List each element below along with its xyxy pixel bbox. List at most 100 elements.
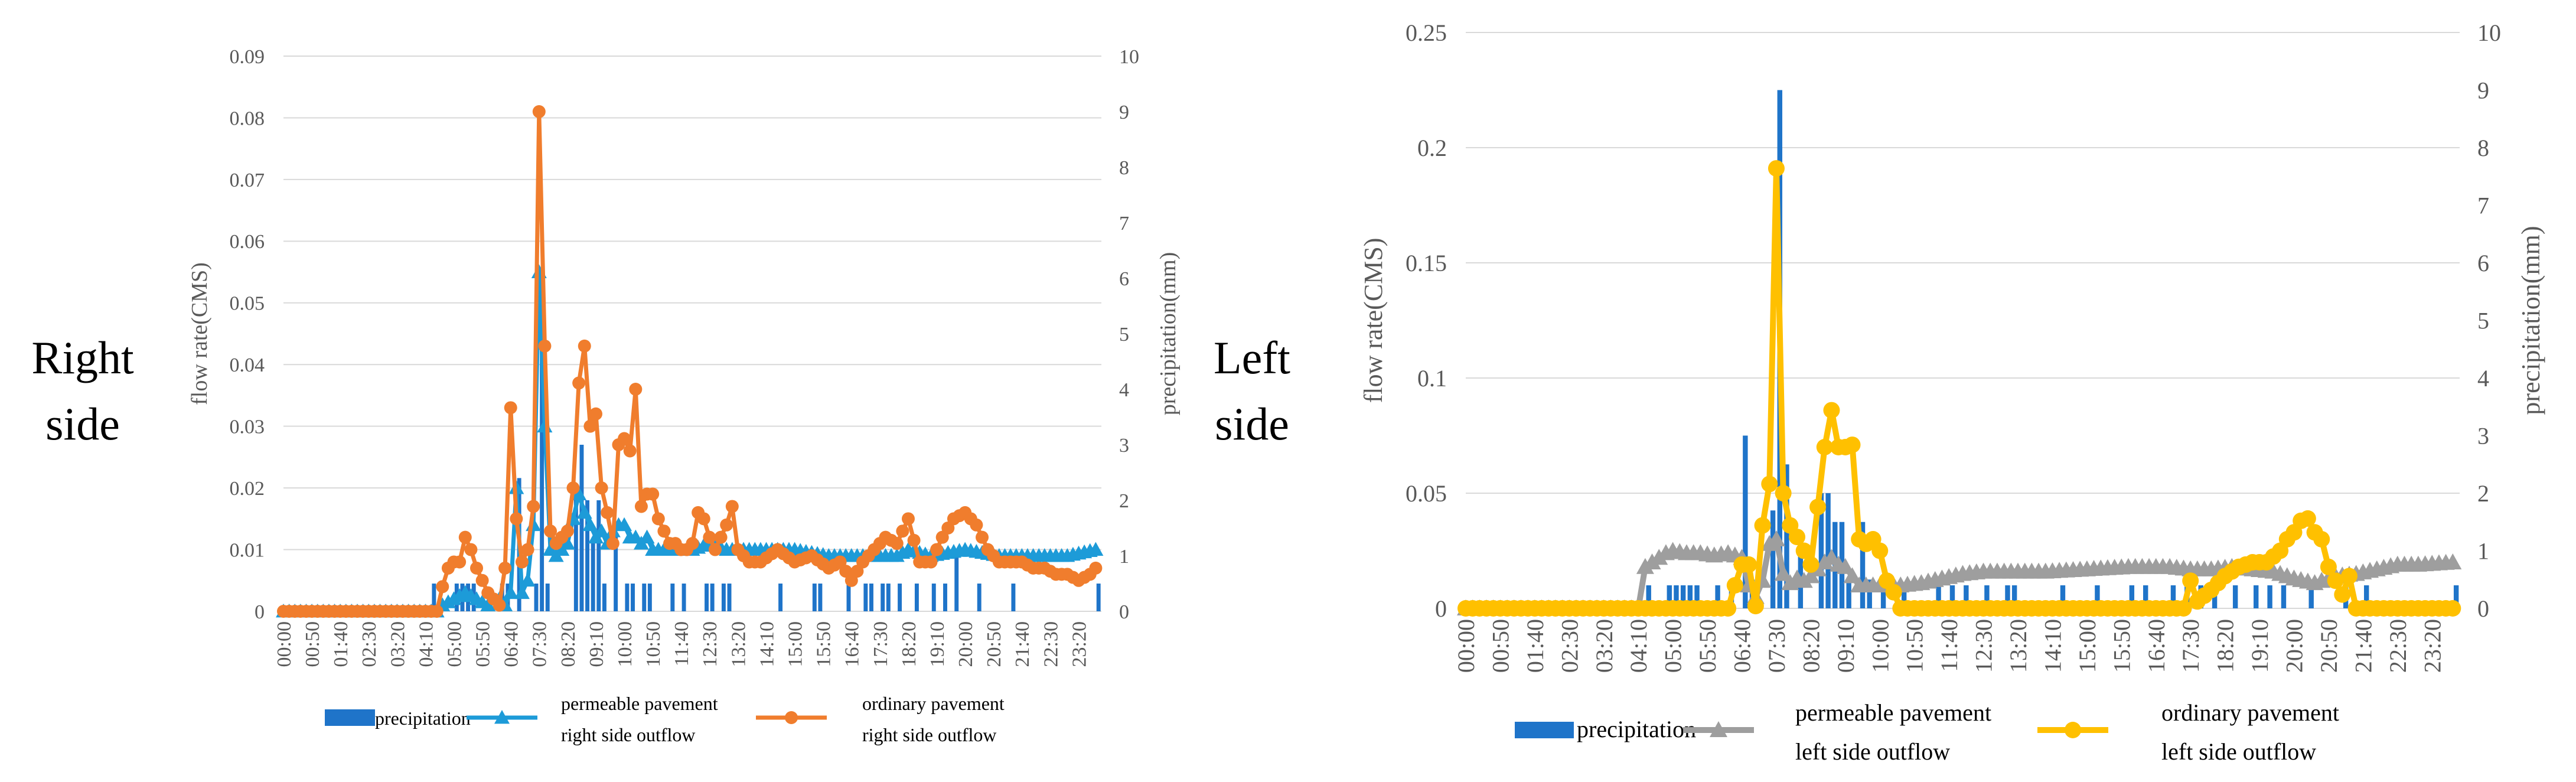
ordinary-series-point xyxy=(970,518,983,532)
y2-tick-label: 8 xyxy=(1119,157,1129,179)
x-tick-label: 05:50 xyxy=(472,621,494,667)
y2-tick-label: 8 xyxy=(2477,135,2489,161)
y-tick-label: 0 xyxy=(1435,595,1447,622)
precipitation-bar xyxy=(778,584,783,611)
precipitation-bar xyxy=(869,584,873,611)
ordinary-series-point xyxy=(686,537,699,550)
y-tick-label: 0.05 xyxy=(230,293,265,315)
precipitation-bar xyxy=(2060,585,2066,608)
precipitation-bar xyxy=(931,584,936,611)
precipitation-bar xyxy=(1715,585,1720,608)
ordinary-series-point xyxy=(2313,531,2330,548)
permeable-series-point xyxy=(2444,553,2462,569)
precipitation-bar xyxy=(2308,585,2314,608)
ordinary-series-point xyxy=(725,500,739,513)
x-tick-label: 11:40 xyxy=(671,621,693,666)
precipitation-bar xyxy=(573,494,578,611)
x-tick-label: 19:10 xyxy=(927,621,948,667)
x-tick-label: 10:50 xyxy=(1902,619,1928,673)
x-tick-label: 13:20 xyxy=(728,621,749,667)
permeable-series-point xyxy=(520,572,536,587)
precipitation-bar xyxy=(1674,585,1679,608)
ordinary-series-point xyxy=(475,574,489,587)
ordinary-series-point xyxy=(458,530,472,544)
precipitation-bar xyxy=(1846,579,1851,608)
precipitation-bar xyxy=(914,584,919,611)
x-tick-label: 05:50 xyxy=(1694,619,1721,673)
x-tick-label: 18:20 xyxy=(898,621,920,667)
permeable-series-point xyxy=(514,585,530,599)
x-tick-label: 17:30 xyxy=(870,621,892,667)
left-side-label: Left side xyxy=(1187,325,1317,457)
ordinary-series-point xyxy=(566,481,580,495)
left-side-label-line1: Left xyxy=(1214,332,1290,383)
x-tick-label: 00:00 xyxy=(273,621,295,667)
precipitation-bar xyxy=(1687,585,1693,608)
ordinary-series-point xyxy=(2444,600,2461,617)
precipitation-bar xyxy=(540,322,544,611)
x-tick-label: 06:40 xyxy=(1729,619,1756,673)
precipitation-bar xyxy=(2453,585,2459,608)
ordinary-series-point xyxy=(2182,572,2199,589)
ordinary-series-point xyxy=(714,530,728,544)
legend-swatch-precipitation xyxy=(325,709,375,726)
x-tick-label: 08:20 xyxy=(1798,619,1824,673)
legend-label-ordinary-line1: ordinary pavement xyxy=(2161,699,2339,726)
x-tick-label: 02:30 xyxy=(358,621,380,667)
ordinary-series-point xyxy=(2341,568,2357,585)
x-tick-label: 15:50 xyxy=(2108,619,2135,673)
precipitation-bar xyxy=(1949,585,1955,608)
ordinary-series-point xyxy=(890,537,904,550)
right-side-label-line2: side xyxy=(45,398,120,449)
y2-tick-label: 10 xyxy=(1119,46,1139,68)
precipitation-bar xyxy=(2364,585,2369,608)
legend-label-ordinary-line2: right side outflow xyxy=(862,724,997,745)
y-tick-label: 0.09 xyxy=(230,46,265,68)
permeable-series-point xyxy=(1843,567,1861,584)
precipitation-bar xyxy=(614,533,618,611)
ordinary-series-point xyxy=(1726,577,1743,594)
ordinary-series-point xyxy=(1795,542,1812,559)
ordinary-series-point xyxy=(504,401,517,415)
ordinary-series-point xyxy=(930,543,944,556)
permeable-series-point xyxy=(582,517,598,532)
x-tick-label: 14:10 xyxy=(756,621,778,667)
x-tick-label: 04:10 xyxy=(1625,619,1652,673)
y2-tick-label: 6 xyxy=(2477,250,2489,276)
permeable-series-point xyxy=(1836,558,1854,574)
y2-tick-label: 5 xyxy=(1119,324,1129,346)
ordinary-series-point xyxy=(2299,510,2316,527)
ordinary-series-point xyxy=(697,512,710,526)
legend-label-ordinary-line1: ordinary pavement xyxy=(862,693,1005,714)
ordinary-series-point xyxy=(634,500,648,513)
ordinary-series-point xyxy=(976,530,989,544)
precipitation-bar xyxy=(579,445,584,611)
precipitation-bar xyxy=(954,556,959,611)
precipitation-bar xyxy=(2005,585,2010,608)
ordinary-series-point xyxy=(2327,572,2344,589)
x-tick-label: 04:10 xyxy=(415,621,437,667)
precipitation-bar xyxy=(1880,579,1886,608)
y2-tick-label: 3 xyxy=(1119,435,1129,457)
precipitation-bar xyxy=(2011,585,2017,608)
precipitation-bar xyxy=(943,584,947,611)
permeable-series-point xyxy=(571,486,587,500)
right-side-label-line1: Right xyxy=(31,332,134,383)
x-tick-label: 05:00 xyxy=(444,621,465,667)
y2-tick-label: 7 xyxy=(1119,213,1129,234)
ordinary-series-point xyxy=(1089,561,1103,575)
x-tick-label: 20:00 xyxy=(2281,619,2308,673)
precipitation-bar xyxy=(591,539,595,611)
ordinary-series-point xyxy=(1747,598,1764,615)
ordinary-series-point xyxy=(453,555,467,569)
ordinary-series-point xyxy=(493,598,506,612)
y2-tick-label: 4 xyxy=(2477,365,2489,392)
precipitation-bar xyxy=(1825,493,1831,608)
permeable-series-point xyxy=(594,523,609,537)
precipitation-bar xyxy=(2143,585,2148,608)
x-tick-label: 10:00 xyxy=(614,621,636,667)
legend-swatch-precipitation xyxy=(1515,722,1574,738)
y-tick-label: 0.02 xyxy=(230,478,265,500)
precipitation-bar xyxy=(602,584,606,611)
y2-tick-label: 1 xyxy=(2477,538,2489,565)
